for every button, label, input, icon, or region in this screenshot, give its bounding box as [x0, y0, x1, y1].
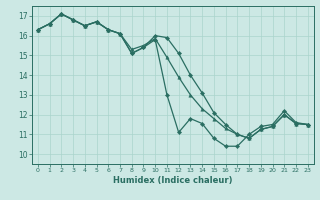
X-axis label: Humidex (Indice chaleur): Humidex (Indice chaleur) — [113, 176, 233, 185]
